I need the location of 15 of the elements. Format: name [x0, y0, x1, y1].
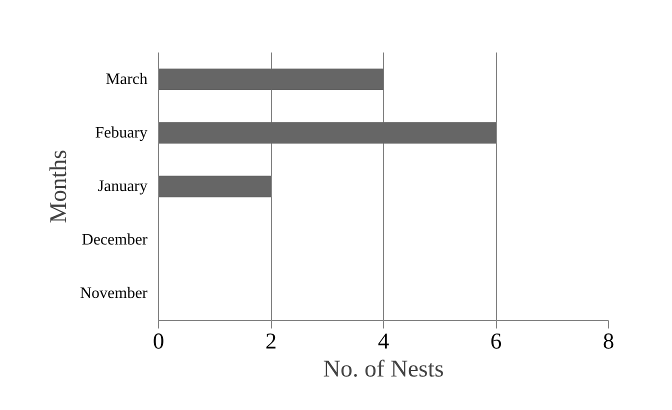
x-tick-label: 6: [490, 328, 502, 354]
y-axis-title: Months: [46, 150, 72, 224]
y-tick-label: December: [82, 232, 148, 249]
x-tick-label: 8: [602, 328, 614, 354]
bar: [158, 176, 271, 198]
y-tick-label: November: [80, 285, 148, 302]
x-tick-label: 0: [152, 328, 164, 354]
x-tick-label: 2: [265, 328, 277, 354]
y-tick-label: Febuary: [95, 124, 148, 142]
x-tick-label: 4: [378, 328, 390, 354]
bar: [158, 122, 496, 144]
x-axis-title: No. of Nests: [323, 356, 444, 382]
y-tick-label: March: [106, 70, 148, 88]
bar: [158, 68, 384, 90]
y-tick-label: January: [98, 178, 148, 195]
